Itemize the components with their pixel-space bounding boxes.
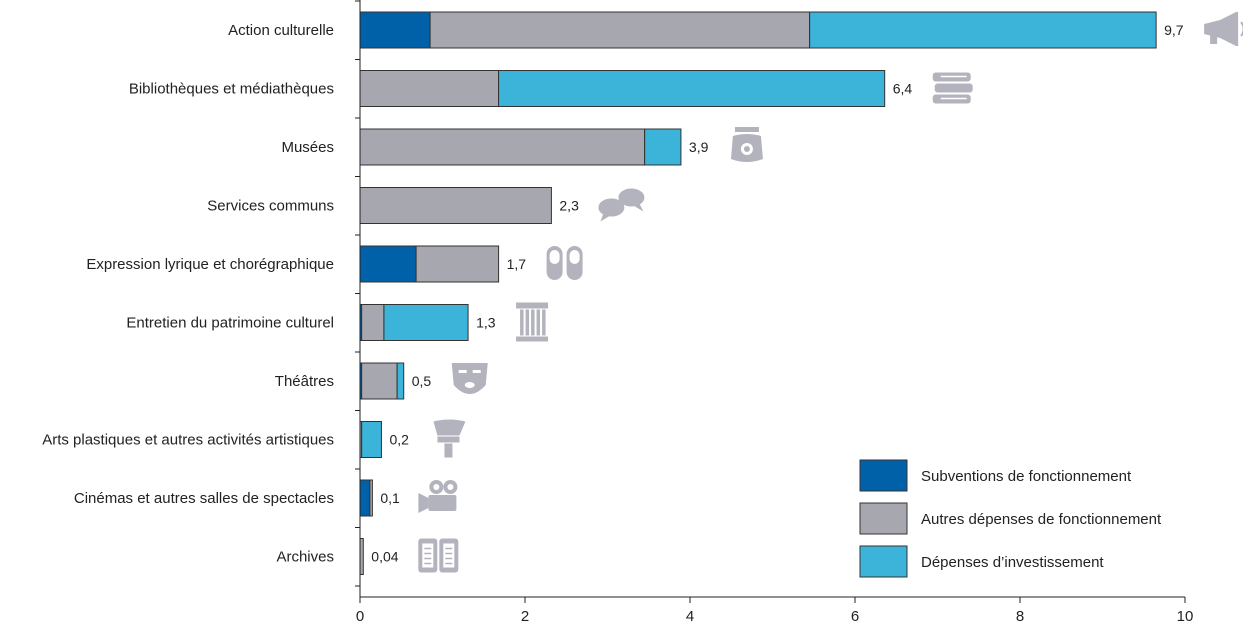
category-label: Services communs [207,198,334,215]
bar-segment-autres-d-penses-de-fonctionnement [359,187,552,224]
x-tick-label: 8 [1016,608,1024,625]
legend-swatch [859,545,908,578]
category-label: Musées [281,139,334,156]
legend-label: Subventions de fonctionnement [921,468,1132,485]
museum-vase-icon [730,127,763,162]
bar-total-label: 9,7 [1164,22,1184,38]
axes-layer: Action culturelle Bibliothèques et médiat… [42,0,1193,625]
bar-segment-autres-d-penses-de-fonctionnement [415,245,500,283]
bar-segment-d-penses-d-investissement [809,11,1157,49]
x-tick-label: 0 [356,608,364,625]
x-tick-label: 10 [1177,608,1194,625]
bar-total-label: 0,5 [412,373,432,389]
x-tick-label: 2 [521,608,529,625]
column-icon [516,302,549,342]
theatre-mask-icon [451,363,488,394]
legend-swatch [859,459,908,492]
film-camera-icon [418,480,458,513]
books-icon [932,72,973,104]
bar-segment-autres-d-penses-de-fonctionnement [361,304,385,341]
x-tick-label: 6 [851,608,859,625]
legend-swatch [859,502,908,535]
paintbrush-icon [433,419,466,458]
ballet-shoes-icon [546,246,583,280]
archive-book-icon [418,538,459,573]
category-label: Cinémas et autres salles de spectacles [74,490,334,507]
megaphone-icon [1204,12,1243,46]
bar-segment-subventions-de-fonctionnement [359,245,417,283]
category-label: Action culturelle [228,22,334,39]
bar-total-label: 1,3 [476,315,496,331]
bar-segment-d-penses-d-investissement [383,304,469,341]
bar-segment-autres-d-penses-de-fonctionnement [361,362,398,400]
category-label: Théâtres [275,373,334,390]
bar-total-label: 2,3 [559,198,579,214]
category-label: Expression lyrique et chorégraphique [86,256,334,273]
bar-segment-autres-d-penses-de-fonctionnement [369,479,373,517]
bar-total-label: 1,7 [507,256,527,272]
bars-layer: 9,7 6,4 3,9 2,3 1,7 1,3 0,5 0,2 0,1 0,04 [359,11,1184,575]
bar-segment-subventions-de-fonctionnement [359,11,431,49]
bar-segment-d-penses-d-investissement [644,128,682,166]
speech-bubbles-icon [598,188,645,222]
bar-total-label: 3,9 [689,139,709,155]
category-label: Entretien du patrimoine culturel [126,315,334,332]
bar-segment-autres-d-penses-de-fonctionnement [429,11,811,49]
legend-label: Autres dépenses de fonctionnement [921,511,1162,528]
icons-layer [418,12,1243,573]
bar-total-label: 0,04 [371,549,398,565]
bar-segment-d-penses-d-investissement [498,70,886,107]
bar-segment-subventions-de-fonctionnement [359,479,371,517]
category-label: Arts plastiques et autres activités arti… [42,432,334,449]
legend: Subventions de fonctionnement Autres dépe… [859,459,1162,578]
category-label: Bibliothèques et médiathèques [129,81,334,98]
bar-segment-autres-d-penses-de-fonctionnement [359,128,646,166]
bar-total-label: 6,4 [893,81,913,97]
legend-label: Dépenses d’investissement [921,554,1104,571]
bar-total-label: 0,1 [380,490,400,506]
bar-total-label: 0,2 [389,432,409,448]
bar-segment-autres-d-penses-de-fonctionnement [359,70,500,107]
category-label: Archives [276,549,334,566]
bar-segment-d-penses-d-investissement [361,421,382,458]
bar-segment-d-penses-d-investissement [396,362,405,400]
x-tick-label: 4 [686,608,694,625]
